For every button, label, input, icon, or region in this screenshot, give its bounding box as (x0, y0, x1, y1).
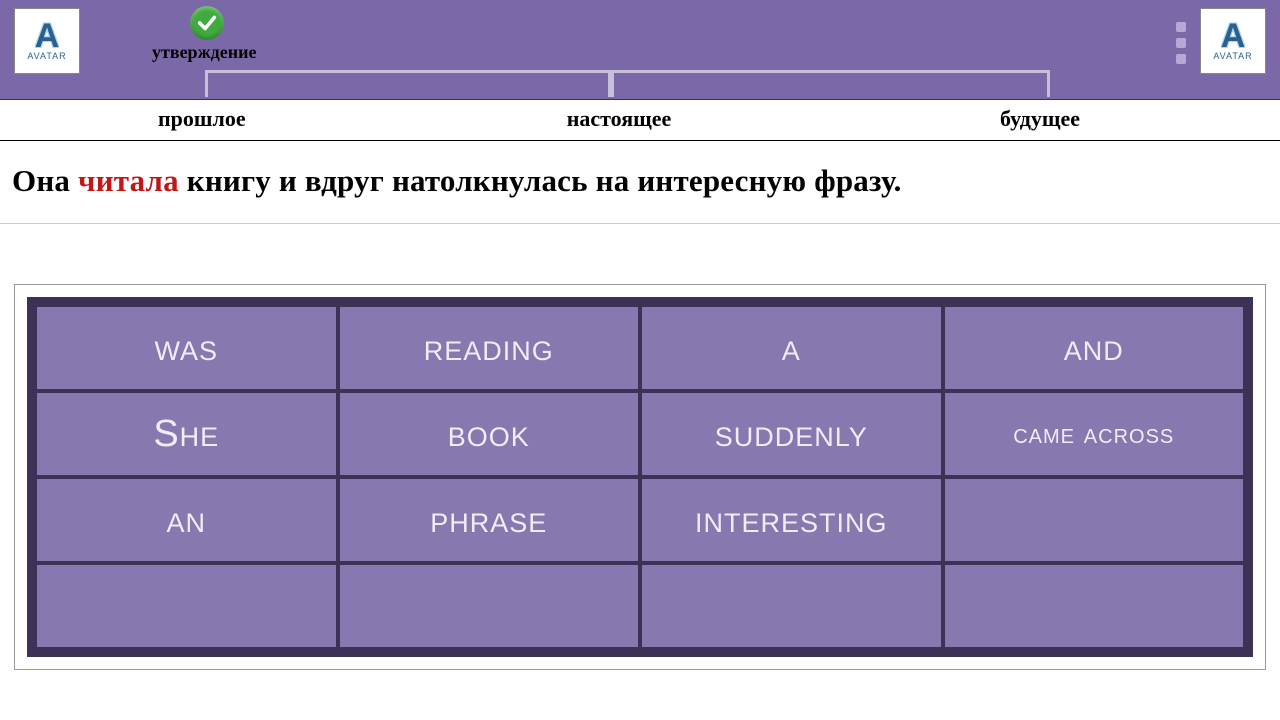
sentence-bar: Она читала книгу и вдруг натолкнулась на… (0, 141, 1280, 224)
word-cell-reading[interactable]: reading (340, 307, 639, 389)
logo-brand: AVATAR (1213, 51, 1252, 61)
word-cell-empty (340, 565, 639, 647)
sentence-pre: Она (12, 163, 78, 198)
word-cell-interesting[interactable]: interesting (642, 479, 941, 561)
word-cell-empty (37, 565, 336, 647)
tense-past[interactable]: прошлое (0, 106, 465, 132)
word-cell-phrase[interactable]: phrase (340, 479, 639, 561)
word-cell-she[interactable]: She (37, 393, 336, 475)
word-cell-empty (945, 565, 1244, 647)
word-cell-came-across[interactable]: came across (945, 393, 1244, 475)
logo-right[interactable]: A AVATAR (1200, 8, 1266, 74)
word-cell-and[interactable]: and (945, 307, 1244, 389)
logo-letter: A (35, 21, 60, 52)
tense-present[interactable]: настоящее (465, 106, 772, 132)
tense-future[interactable]: будущее (773, 106, 1280, 132)
check-icon[interactable] (190, 6, 224, 40)
logo-left[interactable]: A AVATAR (14, 8, 80, 74)
tense-row: прошлое настоящее будущее (0, 100, 1280, 141)
word-cell-empty (642, 565, 941, 647)
menu-icon[interactable] (1176, 22, 1186, 64)
spacer (0, 224, 1280, 284)
word-cell-empty (945, 479, 1244, 561)
word-grid: wasreadingaand Shebooksuddenlycame across… (37, 307, 1243, 647)
logo-brand: AVATAR (27, 51, 66, 61)
affirmation-label: утверждение (152, 42, 256, 63)
sentence-highlight: читала (78, 163, 179, 198)
word-cell-book[interactable]: book (340, 393, 639, 475)
tense-bracket (205, 70, 1050, 98)
logo-letter: A (1221, 21, 1246, 52)
word-cell-was[interactable]: was (37, 307, 336, 389)
top-bar: A AVATAR утверждение A AVATAR (0, 0, 1280, 100)
word-cell-suddenly[interactable]: suddenly (642, 393, 941, 475)
word-cell-a[interactable]: a (642, 307, 941, 389)
sentence-post: книгу и вдруг натолкнулась на интересную… (179, 163, 902, 198)
word-grid-border: wasreadingaand Shebooksuddenlycame across… (27, 297, 1253, 657)
word-cell-an[interactable]: an (37, 479, 336, 561)
word-grid-panel: wasreadingaand Shebooksuddenlycame across… (14, 284, 1266, 670)
